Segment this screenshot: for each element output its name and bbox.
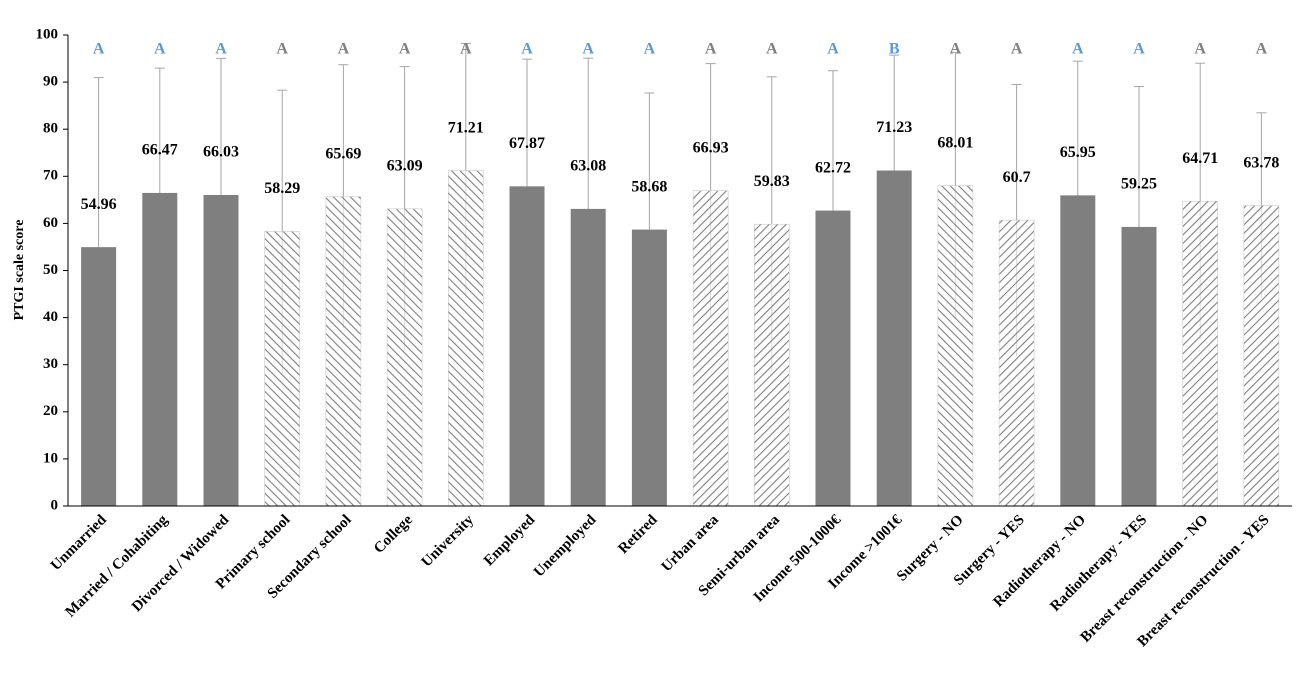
significance-letter: A bbox=[215, 41, 227, 58]
significance-letter: A bbox=[521, 41, 533, 58]
significance-letter: A bbox=[705, 41, 717, 58]
significance-letter: A bbox=[1072, 41, 1084, 58]
significance-letter: A bbox=[827, 41, 839, 58]
bar bbox=[264, 231, 300, 507]
y-tick-label: 90 bbox=[43, 74, 58, 90]
value-label: 58.29 bbox=[264, 180, 300, 197]
bar bbox=[1182, 200, 1218, 507]
x-tick-label: University bbox=[419, 512, 478, 571]
bar bbox=[876, 170, 912, 506]
x-tick-label: Breast reconstruction - YES bbox=[1135, 512, 1273, 650]
x-tick-label: Unmarried bbox=[48, 511, 110, 573]
y-tick-label: 10 bbox=[43, 450, 58, 466]
y-tick-label: 100 bbox=[36, 26, 59, 42]
value-label: 68.01 bbox=[937, 134, 973, 151]
y-tick-label: 20 bbox=[43, 403, 58, 419]
value-label: 59.83 bbox=[754, 173, 790, 190]
bar bbox=[937, 185, 974, 507]
x-tick-label: Retired bbox=[615, 511, 661, 557]
significance-letter: A bbox=[644, 41, 656, 58]
y-tick-label: 80 bbox=[43, 121, 58, 137]
x-tick-label: Married / Cohabiting bbox=[63, 512, 172, 621]
significance-letter: A bbox=[460, 41, 472, 58]
bar bbox=[509, 186, 545, 506]
value-label: 58.68 bbox=[631, 178, 667, 195]
value-label: 63.78 bbox=[1243, 154, 1279, 171]
bar bbox=[325, 196, 362, 507]
significance-letter: A bbox=[399, 41, 411, 58]
x-tick-label: Employed bbox=[481, 511, 539, 569]
value-label: 65.95 bbox=[1060, 144, 1096, 161]
x-tick-label: Urban area bbox=[659, 512, 723, 576]
bar bbox=[81, 247, 117, 506]
y-tick-label: 50 bbox=[43, 262, 58, 278]
bar bbox=[386, 208, 423, 507]
value-label: 71.23 bbox=[876, 119, 912, 136]
bar bbox=[448, 170, 484, 507]
y-tick-label: 40 bbox=[43, 309, 58, 325]
significance-letter: A bbox=[154, 41, 166, 58]
bar bbox=[998, 219, 1035, 507]
bar bbox=[1121, 226, 1157, 506]
significance-letter: A bbox=[1133, 41, 1145, 58]
x-tick-label: College bbox=[371, 512, 416, 557]
value-label: 66.47 bbox=[142, 142, 178, 159]
value-label: 64.71 bbox=[1182, 150, 1218, 167]
bar bbox=[142, 192, 178, 506]
bar bbox=[692, 190, 729, 507]
bar bbox=[631, 229, 667, 507]
value-label: 71.21 bbox=[448, 119, 484, 136]
bar bbox=[815, 210, 851, 506]
x-tick-label: Unemployed bbox=[531, 511, 600, 580]
significance-letter: A bbox=[1011, 41, 1023, 58]
value-label: 63.08 bbox=[570, 158, 606, 175]
value-label: 65.69 bbox=[325, 145, 361, 162]
bar bbox=[570, 208, 606, 507]
significance-letter: A bbox=[582, 41, 594, 58]
significance-letter: A bbox=[1256, 41, 1268, 58]
significance-letter: A bbox=[338, 41, 350, 58]
value-label: 62.72 bbox=[815, 159, 851, 176]
value-label: 66.93 bbox=[693, 139, 729, 156]
value-label: 66.03 bbox=[203, 144, 239, 161]
y-tick-label: 30 bbox=[43, 356, 58, 372]
bar bbox=[203, 194, 239, 506]
significance-letter: B bbox=[889, 41, 900, 58]
significance-letter: A bbox=[950, 41, 962, 58]
y-axis-title: PTGI scale score bbox=[12, 220, 27, 321]
value-label: 63.09 bbox=[387, 158, 423, 175]
y-tick-label: 0 bbox=[51, 497, 59, 513]
y-tick-label: 60 bbox=[43, 215, 58, 231]
y-tick-label: 70 bbox=[43, 168, 58, 184]
value-label: 54.96 bbox=[81, 196, 117, 213]
significance-letter: A bbox=[766, 41, 778, 58]
significance-letter: A bbox=[93, 41, 105, 58]
bar bbox=[1060, 195, 1096, 507]
value-label: 59.25 bbox=[1121, 176, 1157, 193]
x-tick-label: Breast reconstruction - NO bbox=[1078, 512, 1212, 646]
bar bbox=[1243, 205, 1280, 507]
bar bbox=[754, 223, 790, 507]
significance-letter: A bbox=[276, 41, 288, 58]
value-label: 60.7 bbox=[1003, 169, 1031, 186]
value-label: 67.87 bbox=[509, 135, 545, 152]
significance-letter: A bbox=[1194, 41, 1206, 58]
